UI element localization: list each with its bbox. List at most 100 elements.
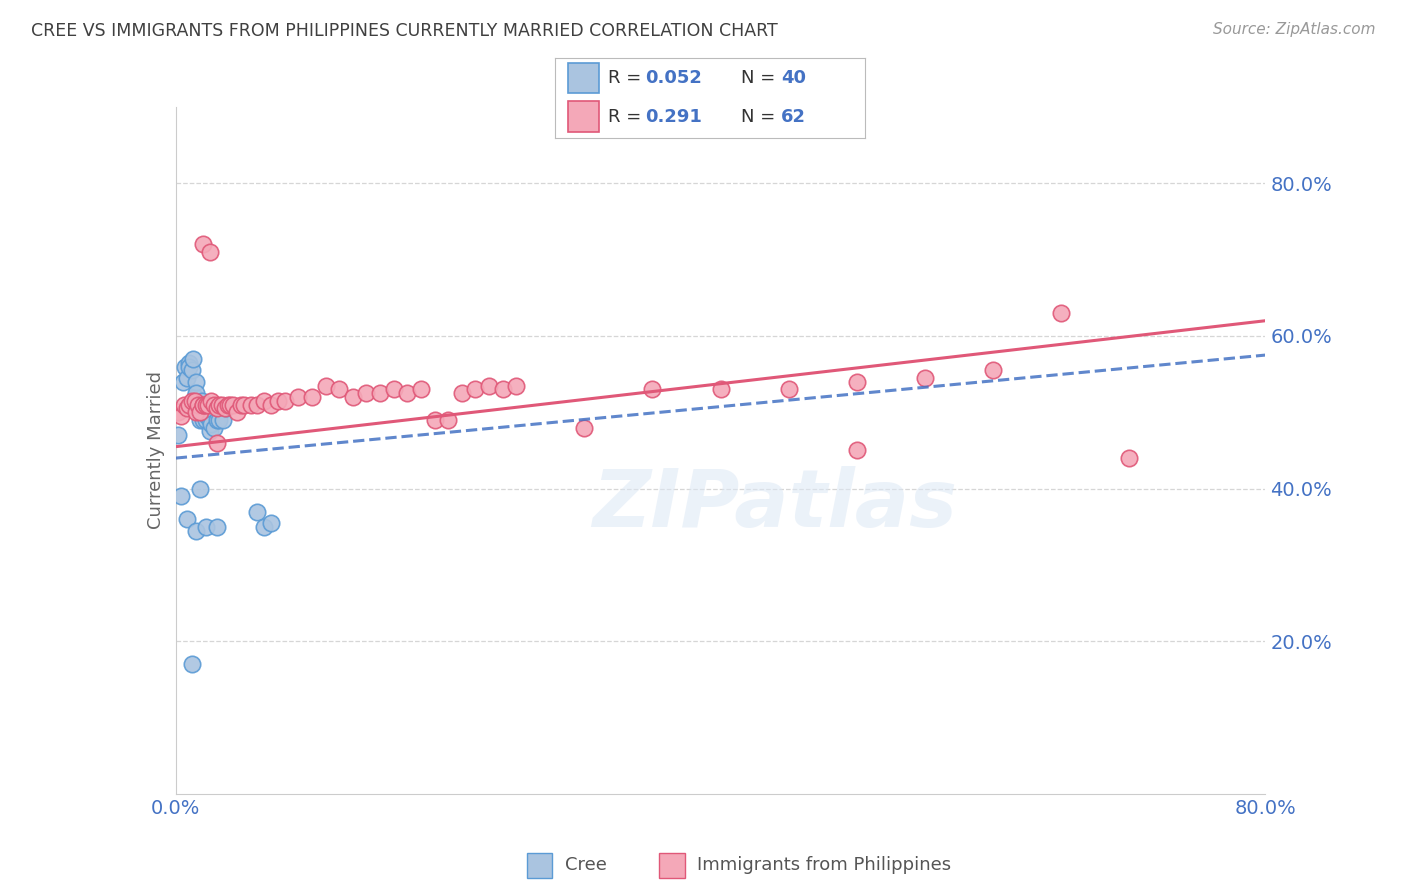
Bar — [527, 853, 551, 878]
Point — [217, 398, 239, 412]
Text: ZIPatlas: ZIPatlas — [592, 467, 957, 544]
Text: N =: N = — [741, 108, 780, 126]
Text: Source: ZipAtlas.com: Source: ZipAtlas.com — [1212, 22, 1375, 37]
Point — [274, 393, 297, 408]
Point — [191, 398, 214, 412]
Point — [179, 398, 201, 412]
Text: N =: N = — [741, 69, 780, 87]
Point — [845, 443, 868, 458]
Point — [186, 405, 208, 419]
Point — [315, 378, 337, 392]
Point — [193, 405, 215, 419]
Point — [188, 405, 211, 419]
Point — [205, 435, 228, 450]
Point — [190, 393, 212, 408]
Point — [1050, 306, 1073, 320]
Text: 40: 40 — [782, 69, 806, 87]
Point — [492, 383, 515, 397]
Point — [194, 520, 217, 534]
Point — [184, 393, 207, 408]
Point — [167, 405, 190, 419]
Point — [208, 398, 231, 412]
Point — [222, 398, 245, 412]
Point — [205, 401, 228, 416]
Point — [186, 386, 208, 401]
Point — [170, 409, 193, 423]
Point — [778, 383, 800, 397]
Point — [226, 405, 249, 419]
Point — [260, 516, 283, 530]
Point — [188, 482, 211, 496]
Point — [172, 375, 194, 389]
Point — [176, 512, 198, 526]
Point — [202, 420, 225, 434]
Point — [437, 413, 460, 427]
Point — [845, 375, 868, 389]
Point — [176, 371, 198, 385]
Bar — [659, 853, 685, 878]
Text: R =: R = — [607, 108, 647, 126]
Point — [423, 413, 446, 427]
Text: 62: 62 — [782, 108, 806, 126]
Point — [301, 390, 323, 404]
Point — [710, 383, 733, 397]
Text: Immigrants from Philippines: Immigrants from Philippines — [697, 856, 952, 874]
Point — [174, 359, 197, 374]
Point — [181, 393, 204, 408]
Text: Cree: Cree — [565, 856, 606, 874]
Point — [200, 393, 222, 408]
Point — [450, 386, 472, 401]
Point — [232, 398, 254, 412]
Point — [641, 383, 664, 397]
Point — [267, 393, 290, 408]
Point — [195, 409, 218, 423]
Point — [191, 413, 214, 427]
Point — [208, 413, 231, 427]
Text: R =: R = — [607, 69, 647, 87]
Point — [260, 398, 283, 412]
Text: 0.291: 0.291 — [645, 108, 702, 126]
Point — [981, 363, 1004, 377]
Point — [409, 383, 432, 397]
Point — [179, 359, 201, 374]
Point — [176, 401, 198, 416]
Point — [184, 390, 207, 404]
Point — [198, 245, 221, 260]
Point — [188, 413, 211, 427]
Point — [191, 237, 214, 252]
Point — [253, 393, 276, 408]
Point — [239, 398, 262, 412]
Point — [186, 398, 209, 412]
Point — [186, 524, 208, 538]
Text: 0.052: 0.052 — [645, 69, 702, 87]
Point — [194, 405, 217, 419]
Point — [219, 398, 242, 412]
Point — [464, 383, 486, 397]
Point — [191, 401, 214, 416]
Point — [505, 378, 527, 392]
Point — [181, 363, 204, 377]
Point — [356, 386, 378, 401]
Bar — [568, 102, 599, 132]
Point — [478, 378, 501, 392]
Point — [170, 489, 193, 503]
Point — [186, 398, 209, 412]
Point — [574, 420, 596, 434]
Point — [205, 520, 228, 534]
Point — [368, 386, 391, 401]
Point — [181, 657, 204, 672]
Point — [382, 383, 405, 397]
Point — [167, 428, 190, 442]
Point — [186, 375, 208, 389]
Bar — [568, 62, 599, 94]
Point — [396, 386, 419, 401]
Point — [215, 401, 238, 416]
Point — [173, 398, 195, 412]
Point — [246, 504, 269, 518]
Text: CREE VS IMMIGRANTS FROM PHILIPPINES CURRENTLY MARRIED CORRELATION CHART: CREE VS IMMIGRANTS FROM PHILIPPINES CURR… — [31, 22, 778, 40]
Point — [246, 398, 269, 412]
Point — [212, 413, 235, 427]
Point — [198, 413, 221, 427]
Y-axis label: Currently Married: Currently Married — [146, 371, 165, 530]
Point — [287, 390, 309, 404]
